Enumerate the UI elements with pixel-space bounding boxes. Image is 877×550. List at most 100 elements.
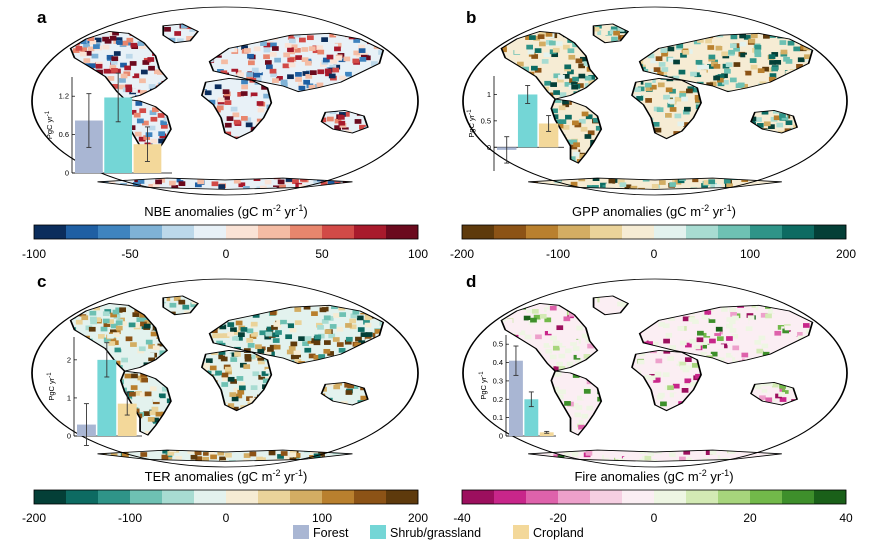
anomaly-cell [691,363,699,368]
inset-tick-label: 0.4 [493,358,503,367]
anomaly-cell [288,34,296,40]
anomaly-cell [384,430,391,435]
anomaly-cell [774,330,782,336]
anomaly-cell [243,453,251,458]
anomaly-cell [318,354,326,359]
anomaly-cell [793,169,801,174]
anomaly-cell [808,433,813,439]
anomaly-cell [137,41,145,46]
anomaly-cell [208,451,216,457]
anomaly-cell [70,31,72,37]
anomaly-cell [250,385,258,390]
anomaly-cell [516,61,524,67]
anomaly-cell [265,368,273,374]
anomaly-cell [539,459,546,462]
anomaly-cell [768,76,776,82]
anomaly-cell [574,412,581,418]
anomaly-cell [293,453,301,458]
anomaly-cell [75,319,83,325]
anomaly-cell [313,179,321,185]
anomaly-cell [674,378,681,384]
anomaly-cell [562,102,570,108]
anomaly-cell [750,319,757,325]
colorbar-swatch [98,490,131,504]
anomaly-cell [111,84,119,89]
anomaly-cell [288,38,296,44]
anomaly-cell [642,328,649,334]
anomaly-cell [760,186,768,190]
anomaly-cell [354,177,362,183]
anomaly-cell [721,41,728,46]
anomaly-cell [786,295,793,299]
anomaly-cell [129,109,137,115]
anomaly-cell [648,375,656,381]
colorbar-frame [461,489,847,505]
anomaly-cell [569,337,577,343]
colorbar-swatch [386,490,419,504]
inset-tick-label: 1 [487,90,491,99]
anomaly-cell [493,299,500,304]
anomaly-cell [328,67,336,73]
colorbar-tick-label: 40 [839,511,853,525]
anomaly-cell [679,93,686,98]
anomaly-cell [371,295,378,301]
anomaly-cell [696,337,704,343]
anomaly-cell [520,55,527,60]
anomaly-cell [729,307,736,313]
anomaly-cell [651,341,659,347]
colorbar-swatch [226,490,259,504]
anomaly-cell [809,181,813,187]
anomaly-cell [762,66,769,72]
anomaly-cell [171,185,179,190]
anomaly-cell [385,175,392,180]
anomaly-cell [766,67,774,73]
anomaly-cell [86,185,93,190]
anomaly-cell [338,120,346,126]
anomaly-cell [630,185,638,190]
colorbar-title-part: yr [281,204,296,219]
anomaly-cell [385,460,392,465]
world-map [32,279,418,467]
colorbar-swatch [162,490,195,504]
anomaly-cell [795,447,802,453]
anomaly-cell [785,120,793,126]
anomaly-cell [575,357,582,363]
anomaly-cell [605,183,613,189]
anomaly-cell [106,54,114,60]
anomaly-cell [304,347,312,353]
anomaly-cell [568,311,576,317]
anomaly-cell [197,179,205,185]
anomaly-cell [382,31,384,37]
anomaly-cell [520,181,528,186]
colorbar: -40 -20 0 20 40 [453,489,853,525]
anomaly-cell [501,453,509,459]
anomaly-cell [346,295,353,298]
anomaly-cell [227,376,235,382]
anomaly-cell [581,394,589,400]
colorbar-title-part: yr [707,469,722,484]
anomaly-cell [319,190,326,195]
anomaly-cell [252,313,260,318]
anomaly-cell [351,176,359,182]
anomaly-cell [239,449,246,455]
anomaly-cell [119,307,127,313]
anomaly-cell [238,385,246,391]
colorbar-swatch [686,225,719,239]
anomaly-cell [145,132,153,137]
anomaly-cell [115,40,123,45]
anomaly-cell [577,395,584,401]
anomaly-cell [554,98,562,103]
anomaly-cell [573,142,580,148]
anomaly-cell [573,151,580,157]
anomaly-cell [729,77,737,83]
anomaly-cell [141,377,149,383]
anomaly-cell [501,296,505,302]
anomaly-cell [781,389,789,394]
anomaly-cell [533,314,541,320]
anomaly-cell [323,190,330,195]
anomaly-cell [550,335,557,341]
anomaly-cell [787,40,795,46]
anomaly-cell [811,28,813,34]
anomaly-cell [533,35,541,41]
anomaly-cell [287,47,294,53]
